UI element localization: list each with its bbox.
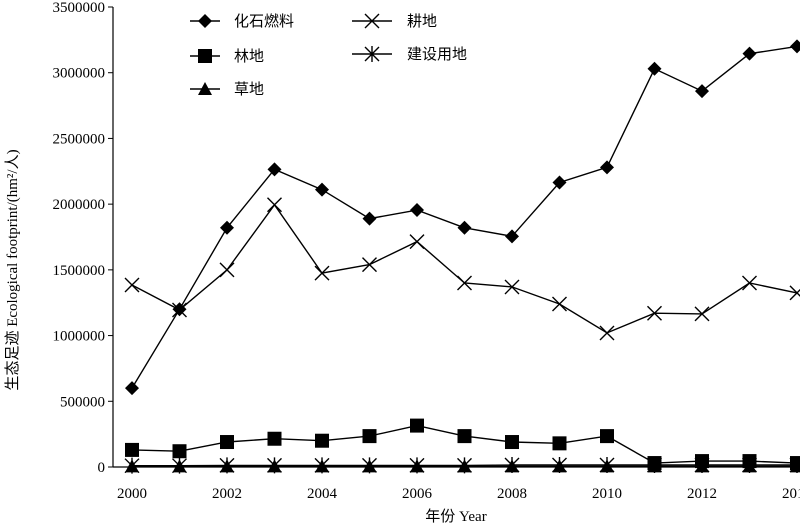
data-point (457, 457, 472, 474)
data-point (220, 435, 234, 450)
data-point (504, 457, 520, 474)
legend-label: 化石燃料 (234, 12, 294, 30)
legend-item: 化石燃料 (190, 12, 294, 30)
data-point (362, 457, 377, 474)
data-point (124, 457, 140, 474)
data-point (504, 279, 520, 295)
legend-item: 草地 (190, 80, 264, 98)
data-point (314, 265, 330, 281)
data-point (125, 442, 139, 457)
legend-label: 林地 (234, 47, 264, 65)
data-point (314, 457, 330, 474)
data-point (600, 429, 614, 444)
data-point (362, 429, 377, 444)
data-point (552, 175, 567, 190)
data-point (790, 39, 800, 54)
data-point (552, 296, 567, 312)
x-tick-label: 2012 (687, 486, 717, 502)
y-axis-title: 生态足迹 Ecological footprint/(hm²/人) (4, 149, 21, 390)
legend-item: 建设用地 (352, 45, 467, 63)
data-point (789, 457, 800, 474)
legend-marker (364, 46, 380, 62)
data-point (409, 457, 425, 474)
data-point (742, 457, 757, 474)
data-point (742, 46, 757, 61)
x-tick-label: 2010 (592, 486, 622, 502)
data-point (267, 431, 282, 446)
data-point (410, 418, 424, 433)
series-3 (124, 197, 800, 341)
series-4 (124, 457, 800, 474)
data-point (125, 381, 139, 396)
data-point (457, 220, 472, 235)
data-point (362, 211, 377, 226)
data-point (172, 302, 187, 318)
legend-marker (198, 82, 212, 95)
y-tick-label: 500000 (60, 394, 105, 410)
x-tick-label: 2000 (117, 486, 147, 502)
data-point (647, 457, 662, 474)
data-point (694, 306, 710, 322)
data-point (315, 182, 329, 197)
data-point (647, 305, 662, 321)
legend-label: 草地 (234, 80, 264, 98)
data-point (172, 444, 187, 459)
data-point (267, 197, 282, 213)
data-point (220, 220, 234, 235)
y-tick-label: 3000000 (53, 66, 106, 82)
legend-marker (198, 14, 212, 28)
data-point (457, 275, 472, 291)
legend-label: 耕地 (407, 12, 437, 30)
data-point (410, 203, 424, 218)
data-point (457, 429, 472, 444)
data-point (267, 457, 282, 474)
data-point (694, 457, 710, 474)
series-group (124, 39, 800, 474)
data-point (695, 84, 709, 99)
data-point (409, 234, 425, 250)
data-point (505, 435, 519, 450)
y-tick-label: 1000000 (53, 329, 106, 345)
data-point (267, 162, 282, 177)
y-axis-ticks: 0 500000 1000000 1500000 2000000 2500000 30000… (53, 0, 113, 476)
y-tick-label: 0 (98, 460, 106, 476)
series-line (131, 45, 798, 389)
data-point (599, 325, 615, 341)
data-point (600, 160, 614, 175)
data-point (647, 61, 662, 76)
x-tick-label: 2006 (402, 486, 433, 502)
data-point (172, 457, 187, 474)
legend-item: 林地 (190, 47, 264, 65)
y-tick-label: 2500000 (53, 131, 106, 147)
x-tick-label: 2014 (782, 486, 800, 502)
data-point (124, 277, 140, 293)
y-tick-label: 3500000 (53, 0, 106, 16)
axes (112, 7, 797, 468)
series-0 (125, 39, 800, 396)
data-point (599, 457, 615, 474)
legend-marker (198, 49, 212, 63)
data-point (362, 257, 377, 273)
legend-item: 耕地 (352, 12, 437, 30)
data-point (219, 457, 235, 474)
x-tick-label: 2002 (212, 486, 242, 502)
legend-label: 建设用地 (407, 45, 467, 63)
data-point (789, 285, 800, 301)
y-tick-label: 1500000 (53, 263, 106, 279)
legend-marker (364, 13, 380, 29)
x-tick-label: 2004 (307, 486, 338, 502)
data-point (219, 262, 235, 278)
data-point (552, 457, 567, 474)
x-tick-label: 2008 (497, 486, 527, 502)
data-point (552, 436, 567, 451)
data-point (505, 229, 519, 244)
y-tick-label: 2000000 (53, 197, 106, 213)
x-axis-title: 年份 Year (425, 508, 486, 525)
data-point (742, 275, 757, 291)
data-point (315, 433, 329, 448)
